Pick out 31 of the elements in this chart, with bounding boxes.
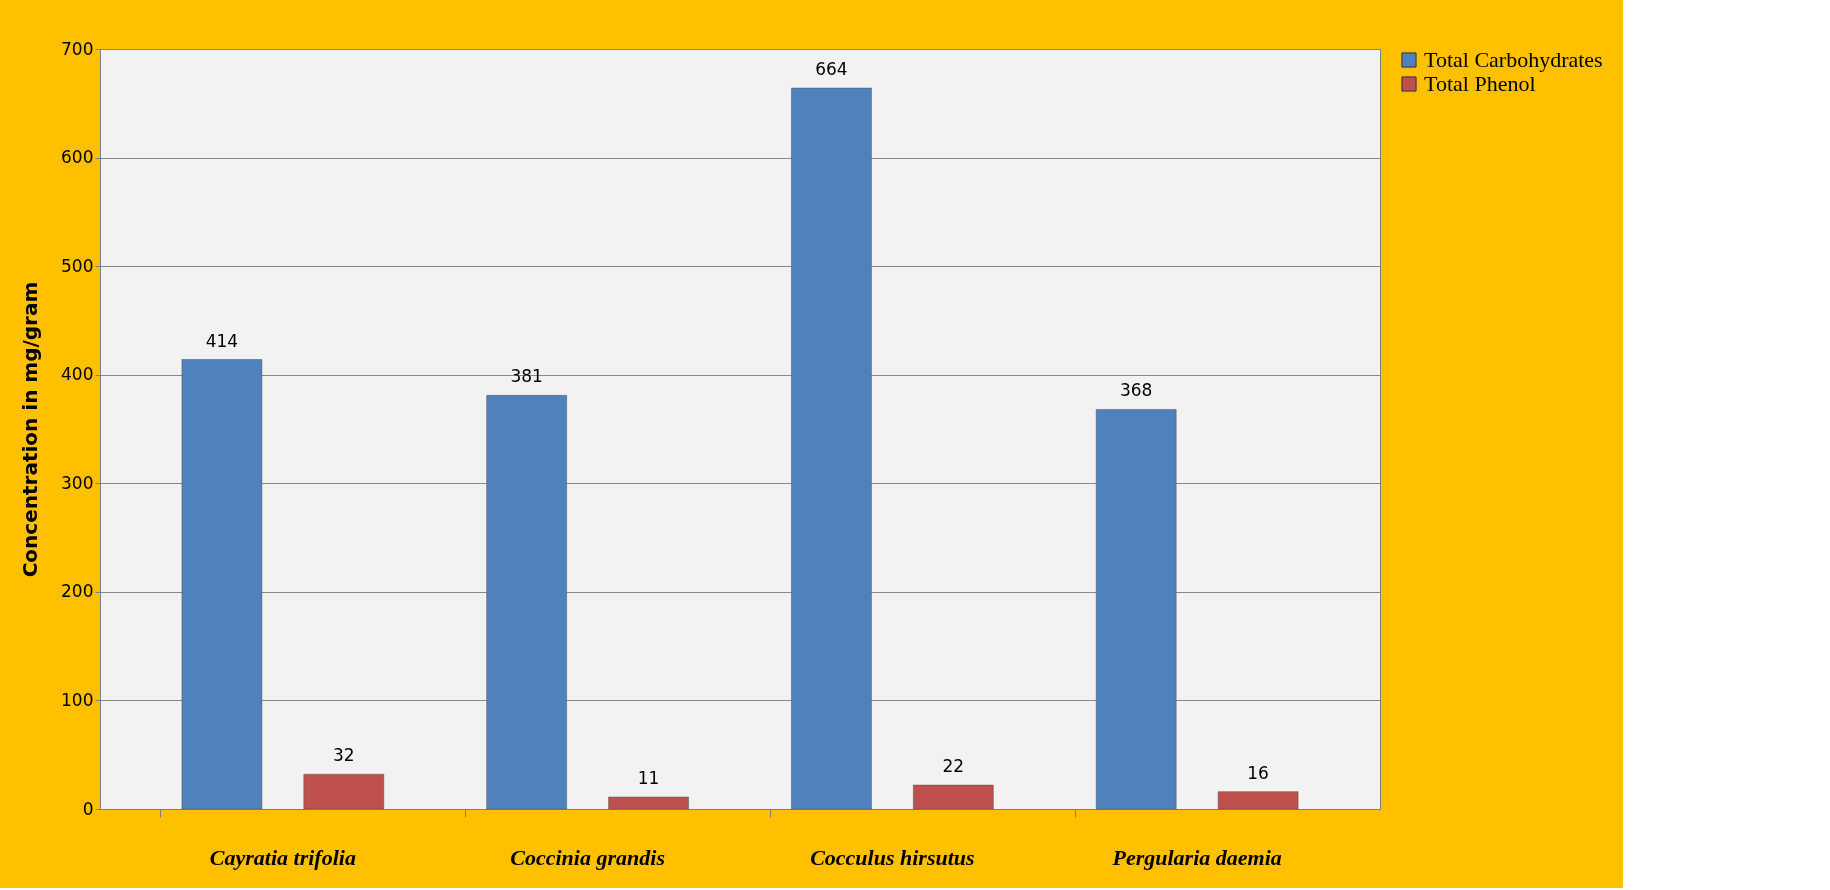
y-tick-label: 300 bbox=[61, 472, 94, 493]
data-label: 22 bbox=[942, 756, 965, 777]
y-tick-label: 600 bbox=[61, 147, 94, 168]
x-tick-label: Cayratia trifolia bbox=[209, 844, 356, 870]
data-label: 32 bbox=[332, 745, 355, 766]
x-tick-label: Coccinia grandis bbox=[510, 844, 665, 870]
y-axis-title: Concentration in mg/gram bbox=[18, 281, 43, 578]
bar bbox=[608, 796, 689, 810]
bar bbox=[791, 87, 872, 810]
y-tick-label: 500 bbox=[61, 255, 94, 276]
y-tick-label: 700 bbox=[61, 38, 94, 59]
data-label: 414 bbox=[205, 330, 239, 351]
data-label: 11 bbox=[637, 768, 660, 789]
bar bbox=[486, 395, 567, 810]
data-label: 664 bbox=[815, 59, 848, 80]
x-tick-label: Cocculus hirsutus bbox=[810, 844, 975, 870]
data-label: 368 bbox=[1119, 380, 1153, 401]
bar bbox=[1095, 409, 1177, 810]
data-label: 381 bbox=[510, 366, 543, 387]
y-tick-label: 100 bbox=[61, 689, 94, 710]
bar bbox=[913, 784, 994, 810]
x-tick-label: Pergularia daemia bbox=[1111, 844, 1282, 870]
y-tick-label: 0 bbox=[82, 798, 94, 819]
bar bbox=[1217, 791, 1299, 810]
legend-label: Total Carbohydrates bbox=[1424, 47, 1603, 72]
data-label: 16 bbox=[1247, 762, 1269, 783]
bar bbox=[303, 774, 385, 810]
y-tick-label: 400 bbox=[61, 364, 94, 385]
bar bbox=[181, 359, 263, 810]
legend-label: Total Phenol bbox=[1424, 71, 1536, 96]
y-tick-label: 200 bbox=[61, 581, 94, 602]
